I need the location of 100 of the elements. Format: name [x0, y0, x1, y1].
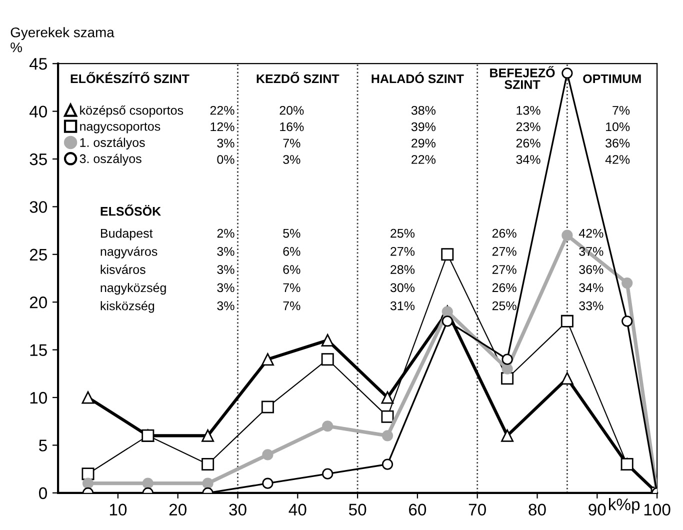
point [441, 248, 454, 261]
annotation: 39% [411, 122, 436, 132]
x-tick-label: 50 [348, 504, 366, 516]
annotation: 3% [217, 138, 234, 148]
x-tick-label: 40 [288, 504, 306, 516]
annotation: nagyváros [100, 246, 158, 258]
point [382, 430, 394, 442]
point [321, 353, 334, 366]
annotation: 7% [612, 106, 630, 115]
point [202, 478, 214, 489]
annotation: 3% [217, 246, 234, 256]
point [560, 314, 574, 328]
point [262, 478, 274, 489]
annotation: 25% [492, 301, 516, 310]
point [562, 68, 573, 79]
annotation: 22% [412, 155, 436, 164]
annotation: 27% [492, 246, 516, 256]
annotation: 7% [283, 138, 300, 148]
y-axis-title: Gyerekek szama % [10, 27, 114, 52]
point [560, 372, 574, 385]
y-tick-label: 10 [30, 392, 47, 404]
annotation: 26% [492, 283, 516, 292]
point [622, 316, 633, 327]
point [202, 458, 214, 471]
point [442, 316, 453, 327]
x-axis-title: k%p [609, 498, 640, 514]
x-tick-label: 20 [169, 504, 186, 516]
x-tick-label: 100 [644, 504, 670, 516]
annotation: 34% [516, 155, 540, 164]
annotation: BEFEJEZŐ SZINT [490, 66, 555, 89]
annotation: 31% [390, 301, 415, 310]
annotation: kisközség [100, 300, 154, 313]
annotation: 12% [210, 122, 234, 132]
legend-label: középső csoportos [80, 105, 184, 118]
annotation: 42% [605, 155, 630, 164]
annotation: 16% [280, 122, 304, 132]
annotation: 37% [579, 246, 604, 256]
y-tick-label: 40 [29, 106, 47, 118]
legend-label: 3. oszályos [80, 154, 142, 166]
annotation: 3% [217, 265, 234, 274]
annotation: HALADÓ SZINT [372, 72, 464, 84]
annotation: ELSŐSÖK [100, 204, 161, 216]
annotation: 30% [390, 283, 415, 292]
point [202, 429, 214, 442]
point [501, 372, 514, 385]
annotation: 13% [516, 106, 540, 115]
point [620, 458, 634, 471]
point [562, 230, 573, 241]
annotation: 38% [411, 106, 436, 115]
point [502, 354, 513, 365]
point [262, 449, 274, 460]
annotation: 27% [390, 246, 415, 256]
annotation: 36% [579, 265, 604, 274]
annotation: 26% [492, 228, 516, 238]
point [322, 420, 334, 432]
annotation: 28% [390, 265, 415, 274]
y-tick-label: 30 [30, 201, 47, 213]
annotation: 36% [606, 138, 630, 148]
y-tick-label: 15 [30, 344, 47, 356]
y-tick-label: 0 [39, 487, 47, 500]
annotation: 5% [283, 228, 300, 238]
point [261, 400, 274, 414]
point [82, 391, 94, 404]
annotation: 26% [516, 138, 540, 148]
annotation: Budapest [101, 228, 153, 240]
point [381, 410, 394, 423]
annotation: 7% [283, 283, 300, 292]
point [82, 468, 94, 480]
point [321, 334, 334, 347]
annotation: 34% [579, 283, 604, 292]
annotation: 22% [210, 106, 234, 115]
annotation: 3% [283, 155, 300, 164]
annotation: 0% [217, 155, 234, 164]
y-tick-label: 5 [39, 440, 47, 452]
point [381, 391, 394, 404]
x-tick-label: 30 [229, 504, 246, 516]
x-tick-label: 60 [409, 504, 426, 516]
x-tick-label: 90 [588, 504, 606, 516]
legend-label: 1. osztályos [80, 138, 145, 150]
annotation: 3% [217, 301, 234, 310]
y-tick-label: 45 [29, 58, 47, 70]
point [322, 468, 334, 480]
x-tick-label: 80 [528, 504, 546, 516]
annotation: 7% [283, 301, 300, 310]
x-tick-label: 70 [468, 504, 486, 516]
point [501, 429, 514, 442]
legend-label: nagycsoportos [80, 122, 160, 134]
annotation: ELŐKÉSZÍTŐ SZINT [70, 72, 190, 84]
annotation: kisváros [100, 264, 146, 274]
point [622, 277, 633, 289]
annotation: nagyközség [100, 282, 166, 295]
annotation: 2% [217, 228, 234, 238]
annotation: 20% [280, 106, 304, 115]
annotation: KEZDŐ SZINT [256, 72, 340, 84]
annotation: 6% [283, 265, 300, 274]
point [82, 478, 94, 489]
x-tick-label: 10 [110, 504, 127, 516]
annotation: 25% [390, 228, 415, 238]
point [382, 458, 394, 470]
annotation: 23% [516, 122, 540, 132]
